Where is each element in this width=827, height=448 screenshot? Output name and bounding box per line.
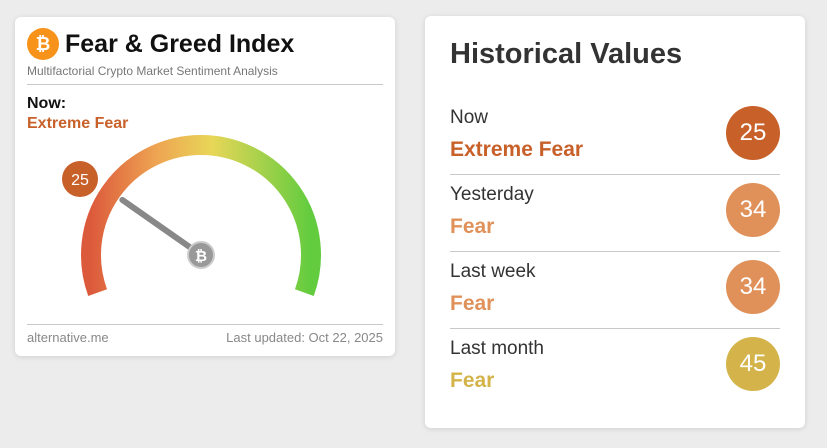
- needle-hub: [187, 241, 215, 269]
- updated: Last updated: Oct 22, 2025: [226, 330, 383, 345]
- value-bubble: [62, 161, 98, 197]
- divider: [27, 324, 383, 325]
- value-bubble-label: 25: [71, 172, 89, 189]
- historical-card: Historical Values Now Extreme Fear 25 Yeste…: [425, 16, 805, 428]
- row-classification: Fear: [450, 215, 495, 238]
- divider: [27, 84, 383, 85]
- source: alternative.me: [27, 330, 109, 345]
- needle: [119, 196, 204, 258]
- now-label: Now:: [27, 95, 67, 112]
- row-label: Last week: [450, 261, 536, 282]
- hub-icon: ₿: [195, 247, 207, 265]
- svg-text:₿: ₿: [36, 34, 51, 55]
- bitcoin-icon: ₿: [27, 28, 59, 60]
- widget-title: Fear & Greed Index: [65, 30, 295, 58]
- widget-card: ₿ Fear & Greed Index Multifactorial Cryp…: [15, 17, 395, 356]
- row-label: Last month: [450, 338, 544, 359]
- row-label: Now: [450, 107, 489, 128]
- row-classification: Extreme Fear: [450, 138, 584, 161]
- row-classification: Fear: [450, 369, 495, 392]
- historical-title: Historical Values: [450, 38, 683, 70]
- gauge-arc: [81, 135, 321, 297]
- gauge: ₿ 25: [62, 135, 321, 297]
- row-value: 34: [726, 183, 780, 237]
- widget-subtitle: Multifactorial Crypto Market Sentiment A…: [27, 64, 278, 78]
- row-classification: Fear: [450, 292, 495, 315]
- divider: [450, 251, 780, 252]
- divider: [450, 174, 780, 175]
- row-value: 45: [726, 337, 780, 391]
- divider: [450, 328, 780, 329]
- row-value: 34: [726, 260, 780, 314]
- row-label: Yesterday: [450, 184, 534, 205]
- classification: Extreme Fear: [27, 115, 129, 132]
- row-value: 25: [726, 106, 780, 160]
